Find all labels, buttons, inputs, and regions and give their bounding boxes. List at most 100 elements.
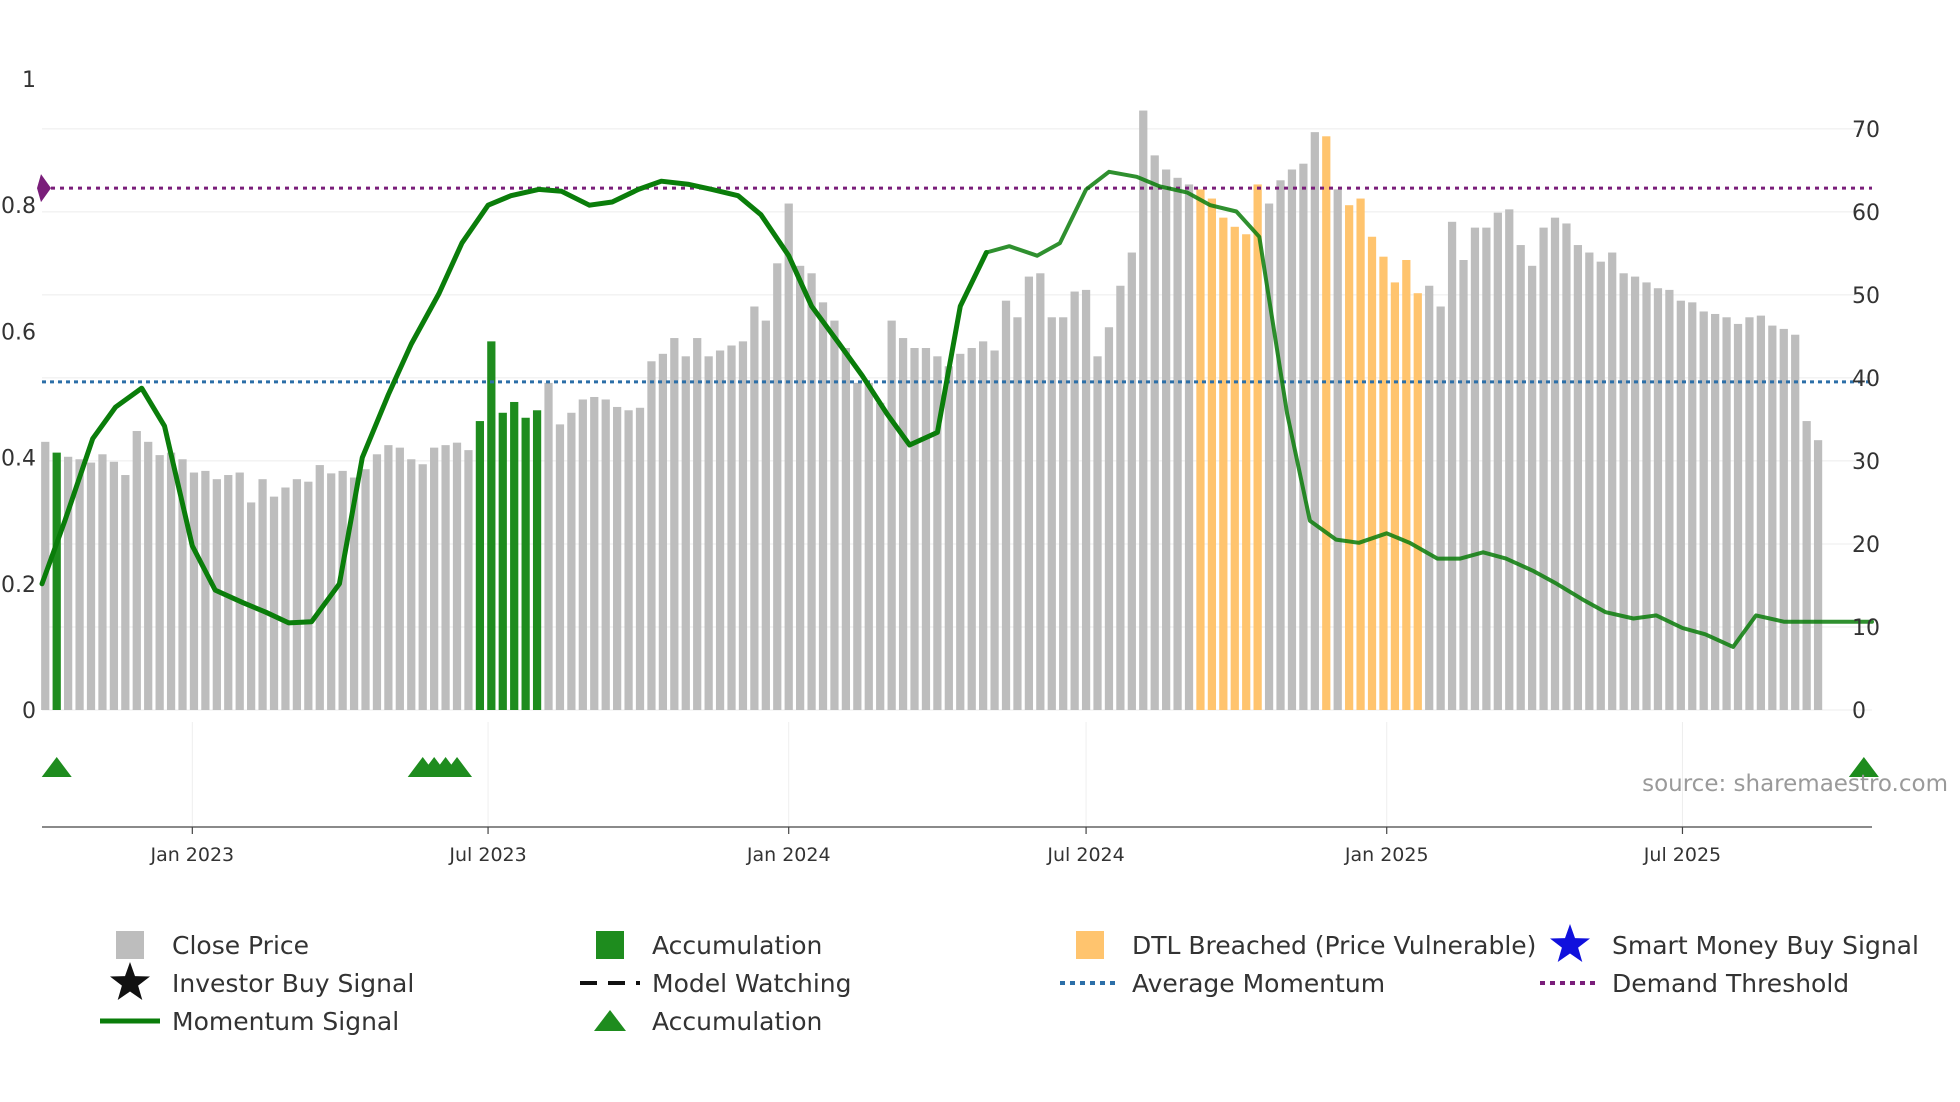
source-label: source: sharemaestro.com: [1642, 771, 1948, 797]
close-price-bar: [1059, 317, 1068, 710]
close-price-bar: [1791, 334, 1800, 710]
close-price-bar: [898, 338, 908, 710]
close-price-bar: [155, 455, 164, 710]
close-price-bar: [544, 382, 553, 710]
accumulation-triangle: [41, 757, 72, 777]
close-price-bar: [979, 341, 988, 710]
close-price-bar: [1436, 306, 1445, 710]
dtl-breached-bar: [1230, 226, 1239, 710]
close-price-bar: [1608, 252, 1617, 710]
close-price-bar: [1653, 288, 1663, 710]
close-price-bar: [1104, 327, 1114, 710]
close-price-bar: [315, 465, 324, 710]
close-price-bar: [670, 338, 679, 710]
close-price-bar: [1585, 252, 1594, 710]
close-price-bar: [681, 356, 690, 710]
close-price-bar: [269, 496, 279, 710]
legend: Close Price Accumulation DTL Breached (Pri…: [100, 924, 1919, 1036]
right-axis: 0 10 20 30 40 50 60 70: [1852, 118, 1880, 724]
legend-swatch: [596, 931, 624, 959]
legend-item: Close Price: [116, 931, 309, 960]
dtl-breached-bar: [1345, 205, 1354, 710]
legend-item: Smart Money Buy Signal: [1550, 924, 1919, 962]
legend-triangle-icon: [594, 1010, 626, 1031]
close-price-bar: [166, 452, 176, 710]
legend-item: Accumulation: [596, 931, 822, 960]
close-price-bar: [1550, 217, 1560, 711]
close-price-bar: [1711, 313, 1720, 710]
close-price-bar: [418, 464, 427, 710]
close-price-bar: [1299, 163, 1308, 711]
dtl-breached-bar: [1196, 189, 1205, 711]
close-price-bar: [784, 203, 793, 710]
right-tick-label: 10: [1852, 616, 1880, 641]
legend-label: Average Momentum: [1132, 969, 1385, 998]
close-price-bar: [201, 470, 210, 710]
accumulation-bar: [475, 421, 485, 710]
accumulation-bar: [510, 401, 519, 710]
close-price-bar: [258, 479, 267, 710]
close-price-bar: [189, 472, 199, 710]
close-price-bar: [1093, 356, 1102, 710]
close-price-bar: [1505, 209, 1514, 710]
close-price-bar: [407, 459, 416, 710]
left-tick-label: 0.2: [1, 573, 36, 598]
close-price-bar: [944, 366, 953, 710]
close-price-bar: [1276, 180, 1285, 710]
close-price-bar: [1676, 300, 1685, 710]
right-tick-label: 50: [1852, 284, 1880, 309]
demand-threshold-marker: [37, 174, 51, 203]
close-price-bar: [921, 348, 931, 710]
close-price-bar: [704, 356, 713, 710]
legend-item: Average Momentum: [1060, 969, 1385, 998]
legend-label: Accumulation: [652, 1007, 822, 1036]
close-price-bar: [1447, 221, 1457, 710]
dtl-breached-bar: [1367, 236, 1377, 710]
close-price-bar: [1013, 317, 1022, 710]
close-price-bar: [1642, 282, 1651, 710]
close-price-bar: [1528, 265, 1537, 710]
x-tick-label: Jul 2025: [1643, 844, 1721, 866]
close-price-bar: [1665, 289, 1674, 710]
close-price-bar: [1333, 189, 1342, 711]
close-price-bar: [372, 454, 382, 710]
left-tick-label: 0.4: [1, 447, 36, 472]
close-price-bar: [1264, 203, 1274, 710]
left-axis: 0 0.2 0.4 0.6 0.8 1: [1, 68, 36, 724]
legend-label: Demand Threshold: [1612, 969, 1849, 998]
close-price-bar: [773, 263, 782, 710]
close-price-bar: [818, 302, 828, 710]
close-price-bar: [1116, 285, 1125, 710]
close-price-bar: [1619, 273, 1628, 710]
legend-item: DTL Breached (Price Vulnerable): [1076, 931, 1536, 960]
accumulation-bar: [52, 452, 61, 710]
close-price-bar: [292, 479, 302, 710]
legend-item: Investor Buy Signal: [110, 962, 414, 1000]
x-tick-label: Jan 2023: [149, 844, 234, 866]
legend-item: Momentum Signal: [100, 1007, 399, 1036]
close-price-bar: [349, 477, 359, 710]
momentum-signal: [39, 169, 1874, 649]
close-price-bar: [1139, 110, 1148, 711]
close-price-bar: [967, 348, 976, 710]
close-price-bar: [1733, 323, 1743, 710]
close-price-bar: [64, 456, 73, 710]
left-tick-label: 0.8: [1, 194, 36, 219]
close-price-bar: [1630, 276, 1640, 710]
legend-label: Accumulation: [652, 931, 822, 960]
close-price-bar: [910, 348, 919, 710]
close-price-bar: [647, 361, 656, 710]
close-price-bar: [1425, 285, 1434, 710]
close-price-bar: [144, 441, 153, 710]
close-price-bar: [841, 348, 851, 710]
reference-lines: [37, 174, 1872, 384]
close-price-bar: [1722, 317, 1731, 710]
close-price-bar: [1768, 325, 1777, 710]
accumulation-bar: [532, 410, 542, 710]
close-price-bar: [1516, 245, 1525, 711]
close-price-bar: [624, 410, 633, 710]
legend-label: Model Watching: [652, 969, 852, 998]
close-price-bar: [1596, 261, 1605, 710]
left-tick-label: 0.6: [1, 320, 36, 345]
